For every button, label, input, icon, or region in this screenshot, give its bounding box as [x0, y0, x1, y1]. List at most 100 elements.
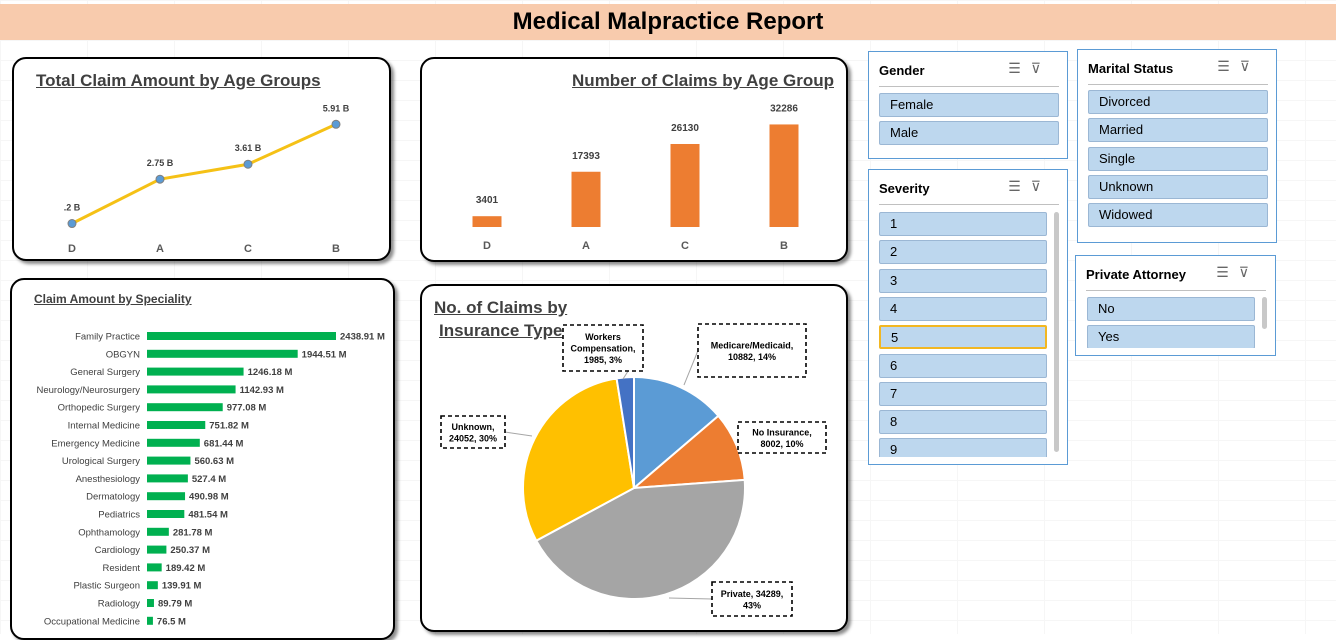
- pie-slice: [615, 375, 635, 489]
- speciality-data-label: 139.91 M: [162, 581, 202, 592]
- multi-select-icon[interactable]: ☰: [1008, 178, 1031, 194]
- severity-option-1[interactable]: 1: [879, 212, 1047, 236]
- pie-data-label: No Insurance,: [752, 427, 812, 437]
- attorney-scrollbar[interactable]: [1262, 297, 1267, 329]
- speciality-category-label: General Surgery: [70, 367, 140, 378]
- pie-label-box: [562, 324, 644, 372]
- line-x-tick: A: [156, 243, 164, 255]
- gender-option-male[interactable]: Male: [879, 121, 1059, 145]
- attorney-option-no[interactable]: No: [1087, 297, 1255, 321]
- speciality-category-label: Dermatology: [86, 492, 140, 503]
- speciality-category-label: Occupational Medicine: [44, 616, 140, 627]
- speciality-bar: [147, 510, 185, 518]
- speciality-bar: [147, 438, 200, 447]
- speciality-bar: [147, 349, 298, 358]
- speciality-category-label: Orthopedic Surgery: [58, 403, 141, 414]
- column-data-label: 32286: [770, 103, 798, 114]
- speciality-data-label: 751.82 M: [209, 421, 249, 432]
- speciality-bar: [147, 492, 186, 501]
- severity-option-4[interactable]: 4: [879, 297, 1047, 321]
- multi-select-icon[interactable]: ☰: [1216, 264, 1239, 280]
- pie-chart-title-line-2: Insurance Type: [439, 321, 563, 340]
- speciality-category-label: Resident: [103, 563, 141, 574]
- slicer-divider: [879, 204, 1059, 205]
- clear-filter-icon[interactable]: ⊽: [1238, 264, 1259, 280]
- speciality-data-label: 527.4 M: [192, 474, 226, 485]
- severity-option-5[interactable]: 5: [879, 325, 1047, 349]
- speciality-bar: [147, 367, 244, 376]
- speciality-category-label: Urological Surgery: [62, 456, 140, 467]
- speciality-category-label: Anesthesiology: [76, 474, 141, 485]
- speciality-category-label: Radiology: [98, 599, 140, 610]
- gender-slicer-title: Gender: [879, 63, 925, 78]
- clear-filter-icon[interactable]: ⊽: [1030, 178, 1051, 194]
- speciality-category-label: Pediatrics: [98, 510, 140, 521]
- severity-option-7[interactable]: 7: [879, 382, 1047, 406]
- speciality-bar: [147, 474, 188, 483]
- line-data-label: 2.75 B: [147, 158, 174, 168]
- severity-option-3[interactable]: 3: [879, 269, 1047, 293]
- slicer-divider: [879, 86, 1059, 87]
- pie-data-label: 10882, 14%: [728, 352, 776, 362]
- column-bar: [571, 171, 601, 227]
- speciality-bar: [147, 403, 223, 412]
- multi-select-icon[interactable]: ☰: [1008, 60, 1031, 76]
- severity-slicer-title: Severity: [879, 181, 930, 196]
- marital-option-single[interactable]: Single: [1088, 147, 1268, 171]
- line-point: [155, 174, 165, 184]
- severity-slicer[interactable]: Severity ☰⊽ 1 2 3 4 5 6 7 8 9: [868, 169, 1068, 465]
- speciality-bar: [147, 616, 153, 625]
- speciality-data-label: 1246.18 M: [248, 367, 293, 378]
- line-point: [67, 219, 77, 229]
- column-bar: [670, 143, 700, 227]
- marital-status-slicer[interactable]: Marital Status ☰⊽ Divorced Married Singl…: [1077, 49, 1277, 243]
- gender-slicer[interactable]: Gender ☰⊽ Female Male: [868, 51, 1068, 159]
- speciality-category-label: Cardiology: [95, 545, 141, 556]
- speciality-category-label: Family Practice: [75, 332, 140, 343]
- slicer-divider: [1086, 290, 1266, 291]
- pie-leader-line: [668, 597, 713, 600]
- pie-data-label: Unknown,: [452, 422, 495, 432]
- line-data-label: 5.91 B: [323, 103, 350, 113]
- pie-slice: [631, 414, 746, 490]
- pie-chart-card[interactable]: No. of Claims by Insurance Type Medicare…: [420, 284, 848, 632]
- marital-option-married[interactable]: Married: [1088, 118, 1268, 142]
- pie-chart-plot: Medicare/Medicaid, 10882, 14% No Insurance…: [440, 323, 827, 617]
- line-chart-card[interactable]: Total Claim Amount by Age Groups .2 B D 2.…: [12, 57, 391, 261]
- speciality-data-label: 490.98 M: [189, 492, 229, 503]
- speciality-bar: [147, 385, 236, 394]
- severity-option-2[interactable]: 2: [879, 240, 1047, 264]
- line-x-tick: B: [332, 243, 340, 255]
- speciality-chart-card[interactable]: Claim Amount by Speciality Family Practi…: [10, 278, 395, 640]
- pie-leader-line: [504, 431, 533, 437]
- attorney-option-yes[interactable]: Yes: [1087, 325, 1255, 348]
- speciality-data-label: 1944.51 M: [302, 349, 347, 360]
- severity-option-9[interactable]: 9: [879, 438, 1047, 457]
- multi-select-icon[interactable]: ☰: [1217, 58, 1240, 74]
- speciality-category-label: OBGYN: [106, 349, 140, 360]
- speciality-data-label: 2438.91 M: [340, 332, 385, 343]
- slicer-divider: [1088, 84, 1268, 85]
- pie-label-box: [440, 415, 506, 449]
- gender-option-female[interactable]: Female: [879, 93, 1059, 117]
- marital-option-unknown[interactable]: Unknown: [1088, 175, 1268, 199]
- column-bar: [472, 216, 502, 227]
- report-title: Medical Malpractice Report: [512, 8, 824, 35]
- severity-option-6[interactable]: 6: [879, 354, 1047, 378]
- marital-option-divorced[interactable]: Divorced: [1088, 90, 1268, 114]
- clear-filter-icon[interactable]: ⊽: [1239, 58, 1260, 74]
- line-point: [243, 159, 253, 169]
- clear-filter-icon[interactable]: ⊽: [1030, 60, 1051, 76]
- speciality-category-label: Internal Medicine: [68, 421, 140, 432]
- speciality-data-label: 977.08 M: [227, 403, 267, 414]
- marital-option-widowed[interactable]: Widowed: [1088, 203, 1268, 227]
- severity-scrollbar[interactable]: [1054, 212, 1059, 452]
- marital-slicer-title: Marital Status: [1088, 61, 1174, 76]
- line-x-tick: C: [244, 243, 252, 255]
- column-x-tick: A: [582, 240, 590, 252]
- private-attorney-slicer[interactable]: Private Attorney ☰⊽ No Yes: [1075, 255, 1276, 356]
- severity-option-8[interactable]: 8: [879, 410, 1047, 434]
- severity-options: 1 2 3 4 5 6 7 8 9: [869, 170, 1069, 457]
- column-chart-card[interactable]: Number of Claims by Age Group 3401 D 17393…: [420, 57, 848, 262]
- column-x-tick: B: [780, 240, 788, 252]
